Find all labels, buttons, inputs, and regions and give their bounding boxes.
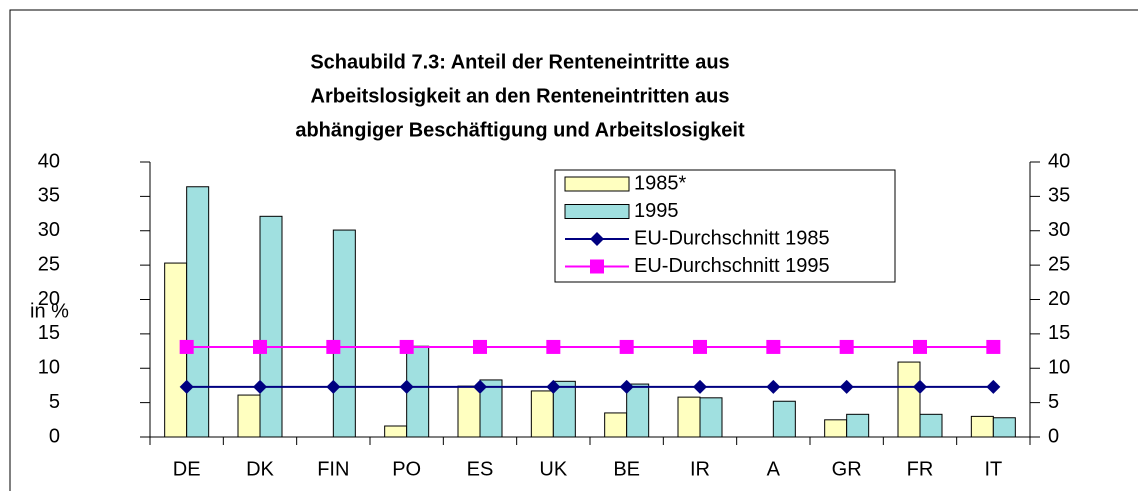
bar <box>237 394 261 438</box>
x-tick-label: IR <box>690 458 710 480</box>
marker <box>986 339 1001 354</box>
bar <box>699 397 723 438</box>
bar <box>846 413 870 438</box>
x-tick-label: DE <box>173 458 201 480</box>
legend-label: 1995 <box>634 200 679 222</box>
y-tick-label: 20 <box>38 288 60 310</box>
x-tick-label: BE <box>613 458 640 480</box>
bar <box>992 417 1016 438</box>
marker <box>179 339 194 354</box>
marker <box>253 379 267 394</box>
marker <box>693 379 707 394</box>
bar <box>970 415 994 438</box>
marker <box>399 339 414 354</box>
bar <box>479 379 503 438</box>
y2-tick-label: 15 <box>1048 322 1070 344</box>
marker <box>326 339 341 354</box>
legend-label: EU-Durchschnitt 1995 <box>634 255 830 277</box>
legend-label: EU-Durchschnitt 1985 <box>634 227 830 249</box>
x-tick-label: UK <box>539 458 567 480</box>
y2-tick-label: 30 <box>1048 219 1070 241</box>
bar <box>677 396 701 438</box>
chart-title: Schaubild 7.3: Anteil der Renteneintritt… <box>310 51 729 73</box>
bar <box>897 361 921 438</box>
y-axis-label: in % <box>30 300 69 322</box>
legend-marker <box>590 259 604 274</box>
y2-tick-label: 0 <box>1048 425 1059 447</box>
bar <box>919 413 943 438</box>
bar <box>259 215 283 438</box>
legend-label: 1985* <box>634 172 686 194</box>
x-tick-label: ES <box>467 458 494 480</box>
y-tick-label: 0 <box>49 425 60 447</box>
bar <box>552 380 576 438</box>
y-tick-label: 35 <box>38 185 60 207</box>
y2-tick-label: 25 <box>1048 253 1070 275</box>
y2-tick-label: 5 <box>1048 391 1059 413</box>
marker <box>693 339 707 354</box>
y2-tick-label: 10 <box>1048 357 1070 379</box>
legend-marker <box>590 232 604 246</box>
bar <box>530 390 554 438</box>
y-tick-label: 25 <box>38 253 60 275</box>
marker <box>546 379 561 394</box>
x-tick-label: DK <box>246 458 274 480</box>
marker <box>473 379 487 394</box>
marker <box>399 379 414 394</box>
y2-tick-label: 40 <box>1048 150 1070 172</box>
legend-swatch <box>564 176 630 192</box>
marker <box>986 379 1001 394</box>
bar <box>332 229 356 438</box>
bar <box>406 345 430 438</box>
marker <box>839 379 854 394</box>
x-tick-label: A <box>767 458 781 480</box>
x-tick-label: FR <box>907 458 934 480</box>
y-tick-label: 30 <box>38 219 60 241</box>
x-tick-label: GR <box>832 458 862 480</box>
chart-border <box>9 9 1138 491</box>
chart-title: abhängiger Beschäftigung und Arbeitslosi… <box>295 119 745 141</box>
marker <box>766 379 781 394</box>
x-tick-label: FIN <box>317 458 349 480</box>
bar <box>384 425 408 438</box>
y-tick-label: 10 <box>38 357 60 379</box>
marker <box>619 379 634 394</box>
marker <box>839 339 854 354</box>
bar <box>604 412 628 438</box>
y-tick-label: 15 <box>38 322 60 344</box>
y-tick-label: 5 <box>49 391 60 413</box>
marker <box>619 339 634 354</box>
x-tick-label: IT <box>984 458 1002 480</box>
marker <box>253 339 267 354</box>
bar <box>186 186 210 438</box>
y2-tick-label: 35 <box>1048 185 1070 207</box>
x-tick-label: PO <box>392 458 421 480</box>
bar <box>457 385 481 438</box>
marker <box>546 339 561 354</box>
bar <box>772 400 796 438</box>
marker <box>326 379 341 394</box>
bar <box>626 383 650 438</box>
y-tick-label: 40 <box>38 150 60 172</box>
marker <box>766 339 781 354</box>
marker <box>913 379 927 394</box>
chart-title: Arbeitslosigkeit an den Renteneintritten… <box>311 85 730 107</box>
marker <box>913 339 927 354</box>
y2-tick-label: 20 <box>1048 288 1070 310</box>
marker <box>179 379 194 394</box>
marker <box>473 339 487 354</box>
legend-swatch <box>564 204 630 219</box>
bar <box>824 419 848 438</box>
